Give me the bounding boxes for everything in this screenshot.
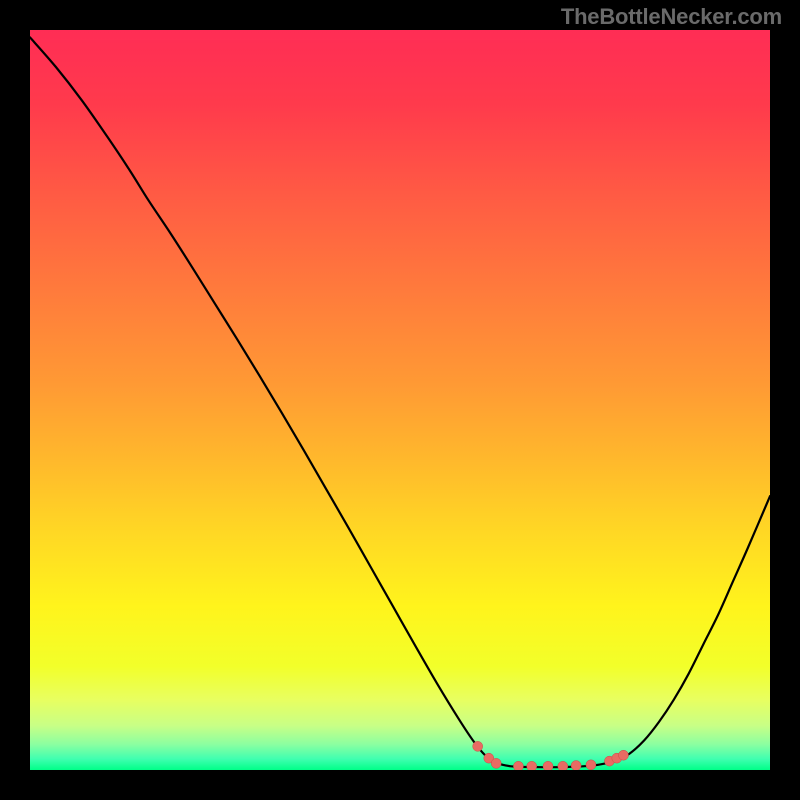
watermark-text: TheBottleNecker.com (561, 4, 782, 30)
marker-dot (491, 758, 501, 768)
marker-dot (473, 741, 483, 751)
marker-dot (527, 761, 537, 770)
marker-dot (618, 750, 628, 760)
marker-dot (543, 761, 553, 770)
marker-dot (558, 761, 568, 770)
bottleneck-chart (30, 30, 770, 770)
marker-dot (513, 761, 523, 770)
marker-dot (571, 761, 581, 770)
chart-container: { "watermark": { "text": "TheBottleNecke… (0, 0, 800, 800)
gradient-background (30, 30, 770, 770)
marker-dot (586, 760, 596, 770)
